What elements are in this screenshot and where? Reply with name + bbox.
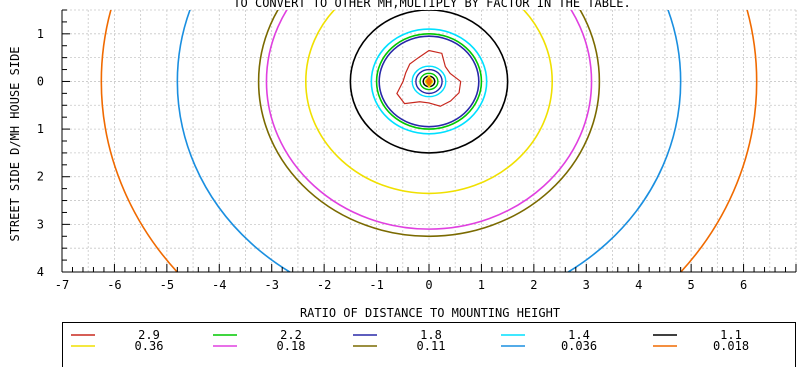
x-tick-label: -7 [55, 278, 69, 292]
axes: -7 -6 -5 -4 -3 -2 -1 0 1 2 3 4 5 6 1 0 1 2 3 4 [37, 9, 797, 292]
contour-1-4 [370, 28, 488, 135]
legend-label: 2.9 [138, 328, 160, 342]
legend-label: 1.4 [568, 328, 590, 342]
legend-label: 1.8 [420, 328, 442, 342]
x-tick-label: -2 [317, 278, 331, 292]
x-tick-label: 6 [740, 278, 747, 292]
contour-0-11 [257, 10, 601, 238]
inner-ring [411, 65, 447, 98]
legend-label: 1.1 [720, 328, 742, 342]
contour-1-1 [349, 10, 509, 154]
x-tick-label: 2 [530, 278, 537, 292]
contour-0-036 [176, 10, 682, 272]
x-tick-label: -1 [369, 278, 383, 292]
contour-1-8 [378, 35, 480, 128]
chart-title: TO CONVERT TO OTHER MH,MULTIPLY BY FACTO… [233, 0, 630, 10]
contour-2-2 [375, 33, 483, 130]
legend-label: 0.36 [135, 339, 164, 353]
legend-entries: 2.9 2.2 1.8 1.4 1.1 0.36 0.18 0.11 0.036 0.018 [71, 328, 749, 353]
y-tick-label: 1 [37, 27, 44, 41]
x-tick-label: 4 [635, 278, 642, 292]
isolux-chart: -7 -6 -5 -4 -3 -2 -1 0 1 2 3 4 5 6 1 0 1 2 3 4 TO CONVERT T… [8, 0, 797, 320]
y-tick-label: 1 [37, 122, 44, 136]
x-tick-label: 1 [478, 278, 485, 292]
contour-2-9 [396, 49, 462, 107]
x-tick-label: 0 [425, 278, 432, 292]
y-axis-label: STREET SIDE D/MH HOUSE SIDE [8, 46, 22, 241]
x-tick-label: -3 [264, 278, 278, 292]
contour-0-36 [305, 10, 553, 195]
legend-label: 0.018 [713, 339, 749, 353]
x-tick-label: -4 [212, 278, 226, 292]
y-tick-label: 2 [37, 170, 44, 184]
inner-ring [419, 72, 439, 91]
legend-label: 2.2 [280, 328, 302, 342]
y-tick-label: 0 [37, 74, 44, 88]
luminaire-marker [424, 74, 434, 89]
legend: 2.9 2.2 1.8 1.4 1.1 0.36 0.18 0.11 0.036 0.018 [62, 322, 796, 367]
legend-label: 0.18 [277, 339, 306, 353]
x-tick-label: -6 [107, 278, 121, 292]
y-tick-label: 4 [37, 265, 44, 279]
contour-lines [100, 10, 758, 272]
x-tick-label: 3 [583, 278, 590, 292]
x-axis-label: RATIO OF DISTANCE TO MOUNTING HEIGHT [300, 306, 560, 320]
x-tick-label: 5 [688, 278, 695, 292]
y-tick-label: 3 [37, 217, 44, 231]
contour-0-18 [265, 10, 593, 230]
grid [61, 9, 797, 273]
contour-0-018 [100, 10, 758, 272]
legend-label: 0.036 [561, 339, 597, 353]
x-tick-label: -5 [160, 278, 174, 292]
legend-label: 0.11 [417, 339, 446, 353]
inner-ring [415, 68, 443, 95]
